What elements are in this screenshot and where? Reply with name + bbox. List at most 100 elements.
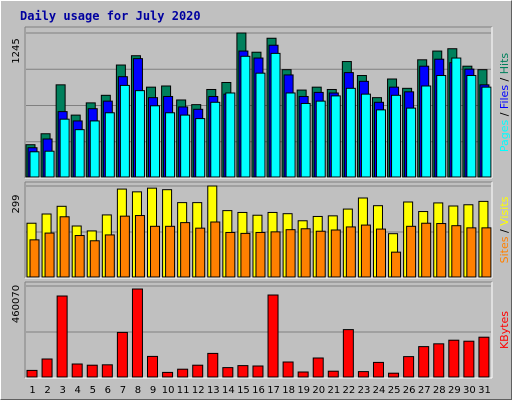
- x-tick-label-day-17: 17: [267, 385, 280, 396]
- x-tick-label-day-8: 8: [135, 385, 141, 396]
- bar-pages-day-14: [225, 92, 236, 178]
- bar-pages-day-12: [195, 118, 206, 178]
- bar-sites-day-1: [29, 239, 40, 278]
- panel-hits-files-pages: 1245 Pages / Files / Hits: [11, 26, 511, 179]
- bar-kbytes-day-29: [448, 339, 460, 378]
- bar-kbytes-day-27: [418, 346, 430, 378]
- legend-item-files: Files: [498, 85, 511, 109]
- bar-pages-day-9: [150, 105, 161, 178]
- bar-sites-day-23: [360, 224, 371, 278]
- panel-visits-sites: 299 Sites / Visits: [11, 181, 511, 279]
- legend-separator: /: [498, 109, 511, 120]
- x-tick-label-day-5: 5: [90, 385, 96, 396]
- bar-sites-day-30: [466, 227, 477, 278]
- bar-kbytes-day-24: [372, 361, 384, 378]
- bar-sites-day-5: [89, 240, 100, 278]
- x-tick-label-day-3: 3: [59, 385, 65, 396]
- legend-kbytes: KBytes: [498, 311, 511, 349]
- panel-kbytes: 460070 KBytes: [11, 281, 511, 379]
- bar-kbytes-day-23: [357, 371, 369, 378]
- bar-sites-day-26: [406, 225, 417, 278]
- x-tick-label-day-9: 9: [150, 385, 156, 396]
- chart-panels: 1245 Pages / Files / Hits 299 Sites / Visit…: [11, 26, 511, 379]
- legend-item-pages: Pages: [498, 120, 511, 153]
- bar-sites-day-28: [436, 223, 447, 278]
- x-tick-label-day-30: 30: [463, 385, 476, 396]
- legend-hits-files-pages: Pages / Files / Hits: [498, 53, 511, 153]
- x-tick-label-day-12: 12: [192, 385, 205, 396]
- bar-kbytes-day-30: [463, 340, 475, 378]
- bar-pages-day-22: [345, 87, 356, 178]
- legend-visits-sites: Sites / Visits: [498, 196, 511, 263]
- bar-sites-day-7: [119, 215, 130, 278]
- bar-kbytes-day-14: [222, 367, 234, 378]
- bar-pages-day-29: [451, 57, 462, 178]
- bar-pages-day-17: [270, 52, 281, 178]
- bar-sites-day-29: [451, 225, 462, 278]
- bar-pages-day-4: [74, 129, 85, 178]
- bar-kbytes-day-18: [282, 361, 294, 378]
- bar-kbytes-day-26: [403, 356, 415, 378]
- bar-sites-day-11: [180, 222, 191, 278]
- bar-sites-day-10: [165, 225, 176, 278]
- bar-pages-day-13: [210, 101, 221, 178]
- series-kbytes: [26, 288, 490, 378]
- x-tick-label-day-13: 13: [207, 385, 220, 396]
- bar-sites-day-24: [375, 228, 386, 278]
- bar-sites-day-8: [134, 215, 145, 278]
- panel-kbytes-bg: [25, 282, 492, 378]
- x-tick-label-day-7: 7: [120, 385, 126, 396]
- bar-pages-day-23: [360, 93, 371, 178]
- legend-item-kbytes: KBytes: [498, 311, 511, 349]
- bar-sites-day-25: [391, 251, 402, 278]
- bar-pages-day-18: [285, 92, 296, 178]
- bar-kbytes-day-12: [192, 364, 204, 378]
- bar-kbytes-day-3: [56, 295, 68, 378]
- x-tick-label-day-27: 27: [418, 385, 431, 396]
- x-tick-label-day-10: 10: [162, 385, 175, 396]
- x-tick-label-day-25: 25: [388, 385, 401, 396]
- bar-kbytes-day-15: [237, 365, 249, 378]
- bar-sites-day-6: [104, 234, 115, 278]
- x-tick-label-day-6: 6: [105, 385, 111, 396]
- x-tick-label-day-14: 14: [222, 385, 235, 396]
- x-tick-label-day-21: 21: [327, 385, 340, 396]
- x-tick-label-day-22: 22: [343, 385, 356, 396]
- bar-kbytes-day-5: [86, 364, 98, 378]
- series-pages: [29, 52, 492, 178]
- chart-title: Daily usage for July 2020: [20, 9, 201, 23]
- bar-sites-day-15: [240, 232, 251, 278]
- x-tick-label-day-31: 31: [478, 385, 491, 396]
- bar-pages-day-16: [255, 72, 266, 178]
- y-max-label-hits-files-pages: 1245: [11, 38, 22, 63]
- bar-pages-day-1: [29, 151, 40, 178]
- bar-kbytes-day-8: [131, 288, 143, 378]
- bar-kbytes-day-19: [297, 371, 309, 378]
- x-axis: 1 2 3 4 5 6 7 8 9 10 11 12 13 14 15 16 17 18 19 20 21 22 23 24 2…: [29, 385, 490, 396]
- legend-separator: /: [498, 226, 511, 237]
- bar-pages-day-27: [421, 85, 432, 178]
- bar-pages-day-26: [406, 107, 417, 178]
- x-tick-label-day-20: 20: [312, 385, 325, 396]
- bar-sites-day-22: [345, 226, 356, 278]
- bar-sites-day-12: [195, 227, 206, 278]
- bar-kbytes-day-25: [388, 372, 400, 378]
- x-tick-label-day-23: 23: [358, 385, 371, 396]
- y-max-label-visits-sites: 299: [11, 194, 22, 213]
- bar-kbytes-day-7: [116, 331, 128, 378]
- bar-sites-day-16: [255, 231, 266, 278]
- x-tick-label-day-26: 26: [403, 385, 416, 396]
- x-tick-label-day-28: 28: [433, 385, 446, 396]
- bar-kbytes-day-1: [26, 369, 38, 378]
- legend-item-sites: Sites: [498, 236, 511, 263]
- bar-sites-day-14: [225, 231, 236, 278]
- legend-item-hits: Hits: [498, 53, 511, 75]
- bar-pages-day-8: [134, 90, 145, 178]
- bar-kbytes-day-16: [252, 365, 264, 378]
- bar-pages-day-5: [89, 120, 100, 178]
- x-tick-label-day-16: 16: [252, 385, 265, 396]
- bar-kbytes-day-31: [478, 336, 490, 378]
- bar-pages-day-2: [44, 150, 55, 178]
